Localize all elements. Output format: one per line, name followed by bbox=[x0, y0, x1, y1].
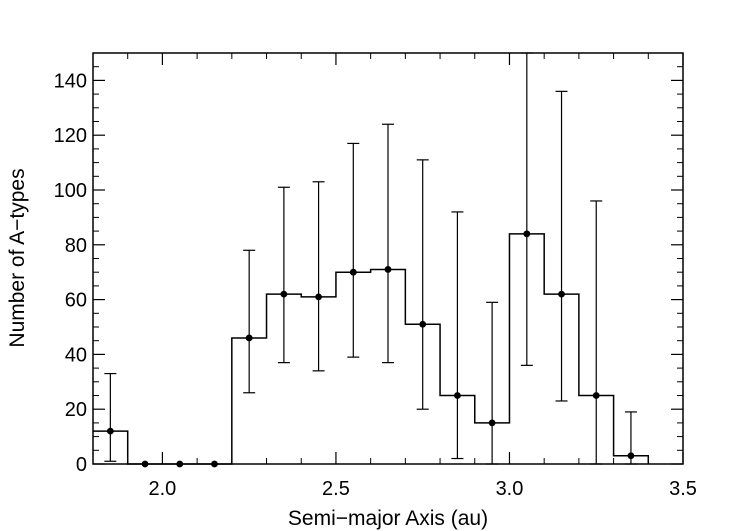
data-point bbox=[141, 460, 149, 468]
data-point bbox=[419, 320, 427, 328]
data-point bbox=[384, 266, 392, 273]
data-point bbox=[523, 230, 531, 238]
data-point bbox=[349, 268, 357, 276]
y-tick-label: 140 bbox=[54, 70, 87, 92]
data-point bbox=[245, 334, 253, 342]
y-tick-label: 60 bbox=[65, 290, 87, 312]
x-tick-labels: 2.0 2.5 3.0 3.5 bbox=[149, 478, 697, 500]
y-tick-label: 100 bbox=[54, 180, 87, 202]
data-point bbox=[280, 290, 288, 298]
data-point bbox=[106, 427, 114, 435]
x-tick-label: 3.5 bbox=[669, 478, 697, 500]
y-tick-label: 0 bbox=[76, 454, 87, 476]
y-tick-label: 80 bbox=[65, 235, 87, 257]
error-bars bbox=[104, 52, 637, 465]
y-tick-label: 20 bbox=[65, 399, 87, 421]
data-point bbox=[558, 290, 565, 298]
x-tick-label: 2.5 bbox=[322, 478, 350, 500]
histogram-step-line bbox=[93, 233, 650, 465]
x-axis-label: Semi−major Axis (au) bbox=[288, 507, 488, 530]
data-point bbox=[315, 293, 322, 301]
data-point bbox=[211, 460, 218, 468]
y-axis-label: Number of A−types bbox=[6, 168, 29, 347]
data-point bbox=[592, 392, 600, 399]
y-tick-labels: 0 20 40 60 80 100 120 140 bbox=[54, 70, 87, 476]
y-tick-label: 40 bbox=[65, 344, 87, 366]
y-tick-label: 120 bbox=[54, 125, 87, 147]
data-points bbox=[106, 230, 635, 468]
x-tick-label: 3.0 bbox=[496, 478, 524, 500]
data-point bbox=[454, 392, 461, 399]
data-point bbox=[627, 452, 635, 460]
x-tick-label: 2.0 bbox=[149, 478, 177, 500]
data-point bbox=[176, 460, 184, 468]
axis-ticks bbox=[92, 52, 684, 465]
data-point bbox=[488, 419, 496, 427]
